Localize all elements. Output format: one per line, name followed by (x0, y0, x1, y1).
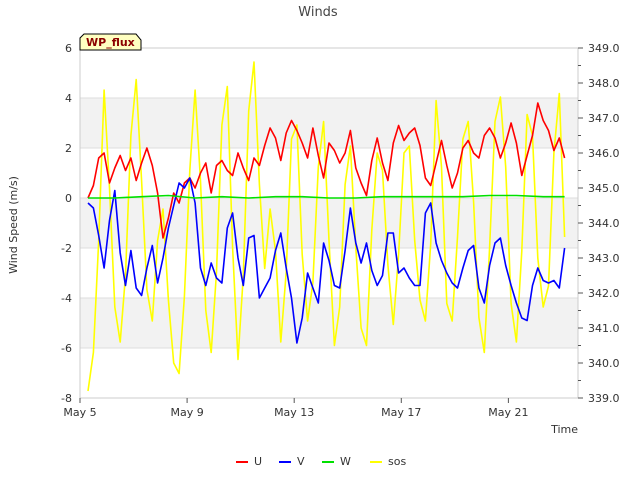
x-tick-label: May 13 (274, 406, 314, 419)
y2-tick-label: 344.0 (588, 217, 620, 230)
y2-tick-label: 343.0 (588, 252, 620, 265)
y-tick-label: 2 (65, 142, 72, 155)
series-line-u (87, 102, 566, 239)
legend-label-u: U (254, 455, 262, 468)
y-tick-label: 0 (65, 192, 72, 205)
legend-label-w: W (340, 455, 351, 468)
y-tick-label: -4 (61, 292, 72, 305)
y2-tick-label: 339.0 (588, 392, 620, 405)
y2-tick-label: 345.0 (588, 182, 620, 195)
x-tick-label: May 9 (170, 406, 203, 419)
y-tick-label: -6 (61, 342, 72, 355)
background-band (80, 298, 578, 348)
wp-flux-badge: WP_flux (79, 33, 142, 51)
chart-title: Winds (298, 5, 338, 20)
badge-box (79, 33, 142, 51)
series-line-v (87, 177, 566, 344)
y2-tick-label: 347.0 (588, 112, 620, 125)
y-axis-title: Wind Speed (m/s) (7, 176, 20, 274)
y2-tick-label: 342.0 (588, 287, 620, 300)
badge-label: WP_flux (86, 36, 135, 49)
x-tick-label: May 17 (381, 406, 421, 419)
legend-label-sos: sos (388, 455, 406, 468)
series-line-w (88, 194, 565, 199)
right-axis: 339.0 340.0 341.0 342.0 343.0 344.0 345.0 346.0… (578, 42, 620, 405)
y2-tick-label: 340.0 (588, 357, 620, 370)
x-axis: May 5 May 9 May 13 May 17 May 21 (63, 398, 529, 419)
legend-label-v: V (297, 455, 305, 468)
y-tick-label: -8 (61, 392, 72, 405)
x-axis-title: Time (550, 423, 578, 436)
x-tick-label: May 21 (488, 406, 528, 419)
series-layer (87, 61, 566, 392)
y2-tick-label: 341.0 (588, 322, 620, 335)
y-tick-label: 4 (65, 92, 72, 105)
y-tick-label: 6 (65, 42, 72, 55)
series-line-sos (87, 61, 566, 392)
left-axis: -8 -6 -4 -2 0 2 4 6 (61, 42, 72, 405)
y-tick-label: -2 (61, 242, 72, 255)
y2-tick-label: 346.0 (588, 147, 620, 160)
y2-tick-label: 348.0 (588, 77, 620, 90)
y2-tick-label: 349.0 (588, 42, 620, 55)
x-tick-label: May 5 (63, 406, 96, 419)
